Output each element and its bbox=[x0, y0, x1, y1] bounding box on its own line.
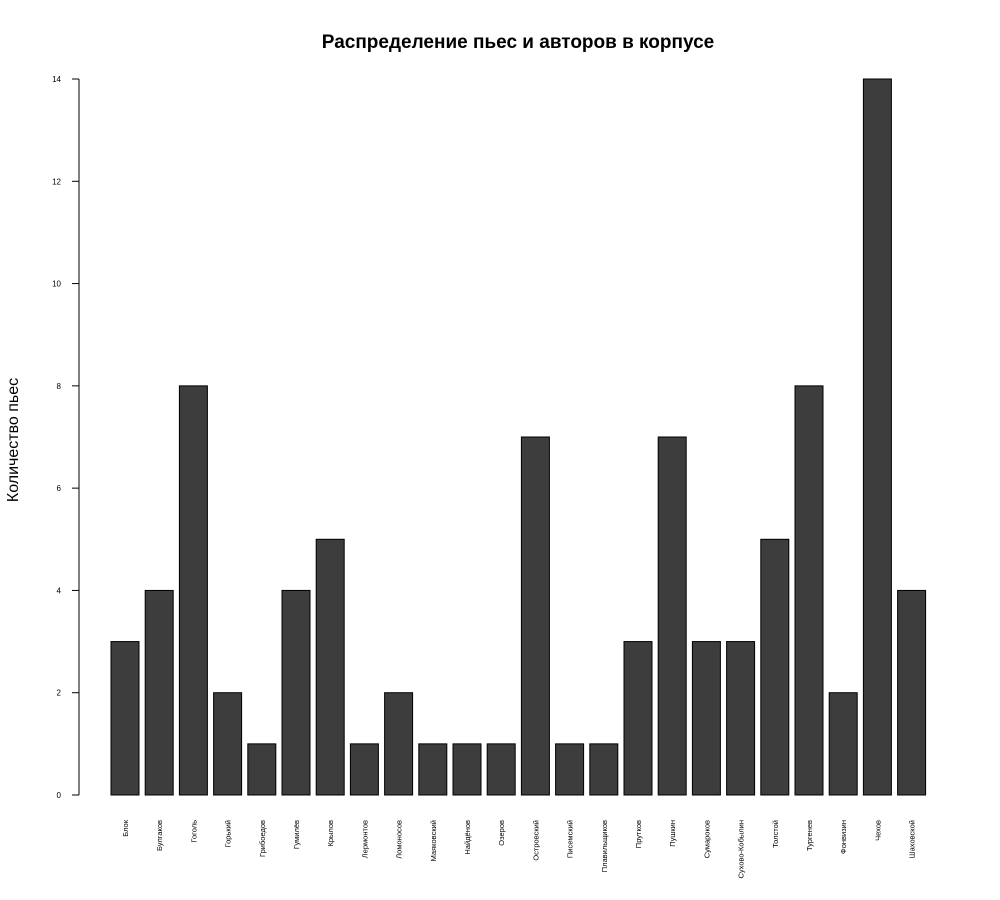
x-tick-label: Блок bbox=[121, 819, 130, 836]
y-tick-label: 10 bbox=[52, 280, 61, 289]
bar bbox=[452, 743, 482, 796]
x-tick-label: Гоголь bbox=[189, 820, 198, 843]
y-tick-label: 2 bbox=[57, 689, 62, 698]
y-axis-label: Количество пьес bbox=[5, 378, 22, 502]
bar bbox=[862, 78, 892, 796]
bar bbox=[691, 641, 721, 796]
x-tick-label: Тургенев bbox=[805, 820, 814, 851]
x-tick-label: Маяковский bbox=[429, 820, 438, 861]
bar bbox=[794, 385, 824, 796]
bar bbox=[178, 385, 208, 796]
y-tick-label: 12 bbox=[52, 177, 61, 186]
bar bbox=[623, 641, 653, 796]
x-tick-label: Крылов bbox=[326, 820, 335, 847]
chart-title: Распределение пьес и авторов в корпусе bbox=[322, 32, 714, 53]
y-axis: 0 2 4 6 8 10 12 14 bbox=[52, 75, 80, 800]
x-tick-label: Сухово-Кобылин bbox=[737, 820, 746, 879]
bar bbox=[760, 538, 790, 796]
bars-group bbox=[110, 78, 927, 796]
bar bbox=[110, 641, 140, 796]
x-tick-label: Островский bbox=[531, 820, 540, 861]
x-tick-label: Гумилёв bbox=[292, 820, 301, 849]
x-tick-label: Ломоносов bbox=[395, 820, 404, 859]
bar bbox=[418, 743, 448, 796]
y-tick-label: 6 bbox=[57, 484, 62, 493]
x-tick-label: Пушкин bbox=[668, 820, 677, 847]
bar bbox=[144, 589, 174, 796]
x-axis-labels: Блок Булгаков Гоголь Горький Грибоедов Гумилё… bbox=[121, 819, 917, 878]
x-tick-label: Фонвизин bbox=[839, 820, 848, 854]
x-tick-label: Прутков bbox=[634, 820, 643, 848]
x-tick-label: Толстой bbox=[771, 820, 780, 848]
x-tick-label: Лермонтов bbox=[360, 820, 369, 858]
bar bbox=[897, 589, 927, 796]
bar bbox=[828, 692, 858, 796]
bar bbox=[555, 743, 585, 796]
x-tick-label: Шаховской bbox=[908, 820, 917, 858]
bar bbox=[349, 743, 379, 796]
bar bbox=[247, 743, 277, 796]
y-tick-label: 14 bbox=[52, 75, 61, 84]
y-tick-label: 8 bbox=[57, 382, 62, 391]
bar bbox=[315, 538, 345, 796]
x-tick-label: Чехов bbox=[873, 820, 882, 841]
y-tick-label: 4 bbox=[57, 586, 62, 595]
x-tick-label: Озеров bbox=[497, 820, 506, 846]
bar bbox=[726, 641, 756, 796]
x-tick-label: Найдёнов bbox=[463, 820, 472, 855]
bar bbox=[384, 692, 414, 796]
bar bbox=[281, 589, 311, 796]
bar bbox=[520, 436, 550, 796]
x-tick-label: Булгаков bbox=[155, 820, 164, 851]
bar bbox=[486, 743, 516, 796]
x-tick-label: Писемский bbox=[566, 820, 575, 858]
bar bbox=[657, 436, 687, 796]
bar bbox=[589, 743, 619, 796]
x-tick-label: Горький bbox=[224, 820, 233, 847]
bar bbox=[213, 692, 243, 796]
x-tick-label: Сумароков bbox=[702, 820, 711, 858]
x-tick-label: Плавильщиков bbox=[600, 820, 609, 872]
y-tick-label: 0 bbox=[57, 791, 62, 800]
x-tick-label: Грибоедов bbox=[258, 820, 267, 857]
